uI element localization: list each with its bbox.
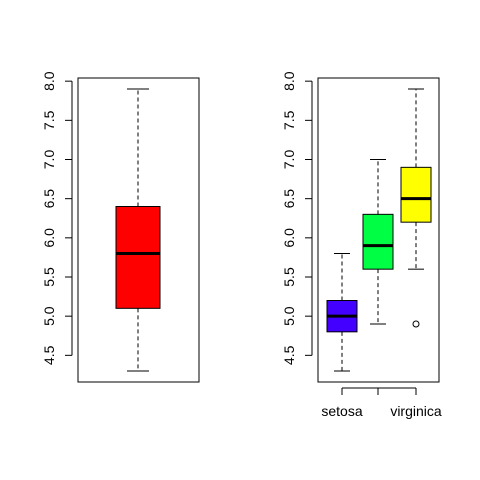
x-tick-label: setosa [321,403,362,419]
panel-grouped-boxplot: 4.5 5.0 5.5 6.0 6.5 7.0 7.5 8.0 setosa virginica [281,71,442,419]
y-tick-label: 7.5 [41,110,57,130]
y-tick-label: 6.0 [281,228,297,248]
y-tick-label: 5.5 [281,267,297,287]
box-iqr [363,214,393,269]
y-tick-label: 5.0 [41,306,57,326]
y-tick-label: 8.0 [41,71,57,91]
y-tick-label: 8.0 [281,71,297,91]
x-tick-label: virginica [390,403,442,419]
y-tick-label: 6.0 [41,228,57,248]
y-tick-label: 7.0 [41,150,57,170]
y-tick-label: 7.0 [281,150,297,170]
y-tick-label: 6.5 [281,189,297,209]
box-iqr [116,207,160,309]
panel-single-boxplot: 4.5 5.0 5.5 6.0 6.5 7.0 7.5 8.0 [41,71,199,382]
y-tick-label: 5.5 [41,267,57,287]
y-tick-label: 4.5 [281,345,297,365]
y-tick-label: 6.5 [41,189,57,209]
y-tick-label: 7.5 [281,110,297,130]
outlier-point [413,321,419,327]
y-tick-label: 5.0 [281,306,297,326]
y-tick-label: 4.5 [41,345,57,365]
box-iqr [401,167,431,222]
